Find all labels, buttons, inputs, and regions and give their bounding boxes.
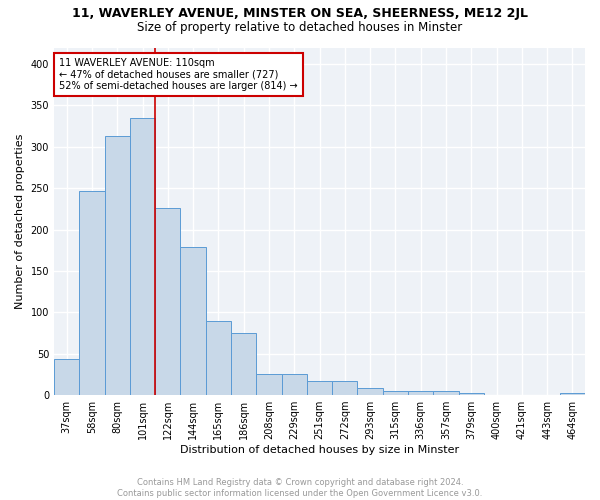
Text: 11 WAVERLEY AVENUE: 110sqm
← 47% of detached houses are smaller (727)
52% of sem: 11 WAVERLEY AVENUE: 110sqm ← 47% of deta… bbox=[59, 58, 298, 91]
Bar bbox=[256, 374, 281, 395]
Bar bbox=[560, 392, 585, 395]
Bar bbox=[307, 381, 332, 395]
Text: Contains HM Land Registry data © Crown copyright and database right 2024.
Contai: Contains HM Land Registry data © Crown c… bbox=[118, 478, 482, 498]
Bar bbox=[281, 374, 307, 395]
Bar bbox=[206, 320, 231, 395]
Bar bbox=[433, 391, 458, 395]
Bar bbox=[79, 192, 104, 395]
Bar bbox=[383, 391, 408, 395]
Bar bbox=[458, 392, 484, 395]
Bar bbox=[332, 381, 358, 395]
Bar bbox=[408, 391, 433, 395]
Bar bbox=[358, 388, 383, 395]
X-axis label: Distribution of detached houses by size in Minster: Distribution of detached houses by size … bbox=[180, 445, 459, 455]
Bar bbox=[155, 208, 181, 395]
Text: Size of property relative to detached houses in Minster: Size of property relative to detached ho… bbox=[137, 21, 463, 34]
Bar bbox=[181, 247, 206, 395]
Bar bbox=[104, 136, 130, 395]
Bar bbox=[54, 358, 79, 395]
Bar bbox=[231, 333, 256, 395]
Bar bbox=[130, 118, 155, 395]
Y-axis label: Number of detached properties: Number of detached properties bbox=[15, 134, 25, 309]
Text: 11, WAVERLEY AVENUE, MINSTER ON SEA, SHEERNESS, ME12 2JL: 11, WAVERLEY AVENUE, MINSTER ON SEA, SHE… bbox=[72, 8, 528, 20]
